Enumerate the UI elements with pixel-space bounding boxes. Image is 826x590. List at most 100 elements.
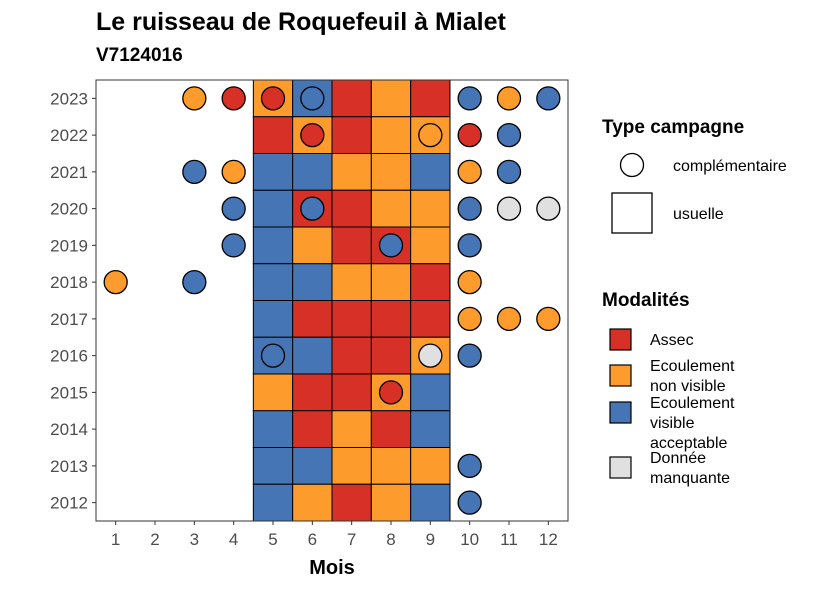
usuelle-cell-2013-5 — [252, 447, 294, 485]
usuelle-cell-2014-5 — [252, 410, 294, 448]
usuelle-cell-2012-9 — [410, 483, 451, 522]
usuelle-cell-2013-7 — [331, 447, 372, 485]
usuelle-cell-2014-6 — [292, 410, 333, 448]
complementaire-point-2012-10 — [457, 490, 482, 515]
usuelle-cell-2018-5 — [252, 263, 294, 301]
y-tick-label-2017: 2017 — [50, 310, 88, 329]
complementaire-point-2019-8 — [378, 233, 404, 258]
usuelle-cell-2022-5 — [252, 116, 294, 154]
complementaire-point-2018-1 — [103, 269, 128, 295]
legend-label-complementaire: complémentaire — [673, 158, 787, 175]
usuelle-cell-2023-7 — [331, 79, 372, 118]
axes: 2012 2013 2014 2015 2016 2017 2018 2019 2020 2021… — [50, 89, 558, 549]
legend-label-M-1: manquante — [650, 470, 730, 487]
usuelle-cell-2016-8 — [370, 336, 412, 375]
usuelle-cell-2020-8 — [370, 189, 412, 228]
usuelle-cell-2012-7 — [331, 483, 372, 522]
usuelle-cell-2015-7 — [331, 373, 372, 412]
usuelle-cells — [252, 79, 451, 522]
chart-title: Le ruisseau de Roquefeuil à Mialet — [96, 8, 506, 36]
usuelle-cell-2012-5 — [252, 483, 294, 522]
complementaire-point-2023-12 — [536, 86, 561, 111]
usuelle-cell-2019-9 — [410, 226, 451, 265]
usuelle-cell-2012-8 — [370, 483, 412, 522]
complementaire-point-2017-11 — [496, 306, 522, 332]
complementaire-point-2019-10 — [457, 233, 482, 258]
complementaire-point-2018-3 — [182, 269, 207, 295]
complementaire-point-2021-10 — [457, 159, 482, 185]
complementaire-point-2013-10 — [457, 453, 482, 479]
usuelle-cell-2017-5 — [252, 300, 294, 338]
usuelle-cell-2017-7 — [331, 300, 372, 338]
usuelle-cell-2015-9 — [410, 373, 451, 412]
usuelle-cell-2015-5 — [252, 373, 294, 412]
legend-type-title: Type campagne — [602, 117, 744, 138]
plot-panel-border — [95, 79, 569, 522]
usuelle-cell-2019-7 — [331, 226, 372, 265]
y-tick-label-2018: 2018 — [50, 273, 88, 292]
complementaire-point-2018-10 — [457, 269, 482, 295]
legend-label-V-1: visible — [650, 415, 695, 432]
complementaire-point-2022-10 — [457, 122, 482, 148]
x-tick-label-7: 7 — [347, 530, 356, 549]
complementaire-point-2021-3 — [182, 159, 207, 185]
complementaire-point-2022-9 — [418, 122, 443, 148]
y-tick-label-2014: 2014 — [50, 420, 88, 439]
complementaire-point-2016-9 — [418, 343, 443, 368]
complementaire-point-2023-5 — [260, 86, 286, 111]
y-tick-label-2020: 2020 — [50, 200, 88, 219]
usuelle-cell-2016-7 — [331, 336, 372, 375]
x-tick-label-1: 1 — [111, 530, 120, 549]
x-tick-label-8: 8 — [386, 530, 395, 549]
usuelle-cell-2021-5 — [252, 153, 294, 191]
usuelle-cell-2018-8 — [370, 263, 412, 301]
y-tick-label-2021: 2021 — [50, 163, 88, 182]
complementaire-point-2020-4 — [221, 196, 246, 221]
complementaire-point-2016-10 — [457, 343, 482, 368]
usuelle-cell-2021-8 — [370, 153, 412, 191]
usuelle-cell-2013-8 — [370, 447, 412, 485]
legend-label-E-0: Ecoulement — [650, 358, 735, 375]
complementaire-point-2020-11 — [496, 196, 522, 221]
complementaire-point-2022-6 — [300, 122, 325, 148]
complementaire-point-2023-4 — [221, 86, 246, 111]
usuelle-cell-2017-6 — [292, 300, 333, 338]
legend-label-M-0: Donnée — [650, 450, 706, 467]
usuelle-cell-2015-6 — [292, 373, 333, 412]
legend: Type campagne complémentaire usuelle Modali… — [602, 117, 787, 487]
legend-swatch-E — [609, 364, 632, 387]
complementaire-point-2023-11 — [496, 86, 522, 111]
y-tick-label-2012: 2012 — [50, 494, 88, 513]
complementaire-point-2017-12 — [536, 306, 561, 332]
x-tick-label-10: 10 — [460, 530, 479, 549]
usuelle-cell-2020-7 — [331, 189, 372, 228]
x-tick-label-4: 4 — [229, 530, 238, 549]
x-tick-label-11: 11 — [500, 530, 518, 549]
usuelle-cell-2018-7 — [331, 263, 372, 301]
usuelle-cell-2016-6 — [292, 336, 333, 375]
legend-label-E-1: non visible — [650, 378, 726, 395]
complementaire-points — [103, 86, 561, 515]
legend-label-usuelle: usuelle — [673, 206, 724, 223]
usuelle-cell-2020-9 — [410, 189, 451, 228]
usuelle-cell-2022-7 — [331, 116, 372, 154]
complementaire-point-2023-6 — [300, 86, 325, 111]
complementaire-point-2023-3 — [182, 86, 207, 111]
usuelle-cell-2014-9 — [410, 410, 451, 448]
usuelle-cell-2020-5 — [252, 189, 294, 228]
complementaire-point-2019-4 — [221, 233, 246, 258]
legend-swatch-A — [609, 328, 632, 351]
usuelle-cell-2017-9 — [410, 300, 451, 338]
usuelle-cell-2017-8 — [370, 300, 412, 338]
legend-key-complementaire — [619, 152, 645, 178]
complementaire-point-2021-11 — [496, 159, 522, 185]
legend-swatch-V — [609, 401, 632, 424]
usuelle-cell-2021-9 — [410, 153, 451, 191]
usuelle-cell-2019-5 — [252, 226, 294, 265]
x-tick-label-9: 9 — [426, 530, 435, 549]
legend-modalites-title: Modalités — [602, 290, 690, 311]
y-tick-label-2022: 2022 — [50, 126, 88, 145]
y-tick-label-2023: 2023 — [50, 89, 88, 108]
x-tick-label-5: 5 — [268, 530, 277, 549]
